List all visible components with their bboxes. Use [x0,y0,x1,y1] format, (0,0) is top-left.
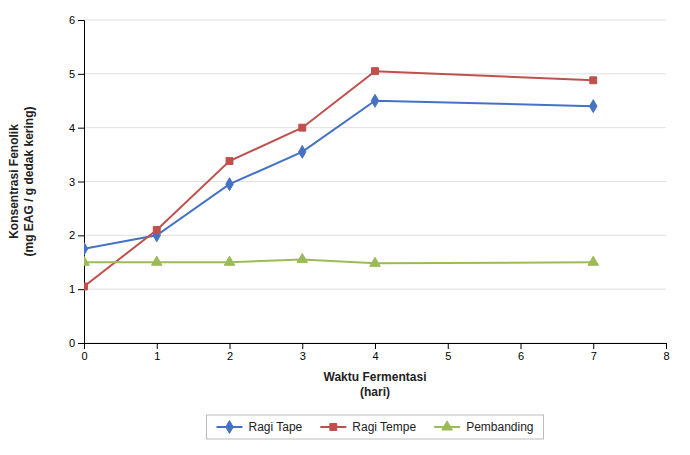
tick-label: 1 [154,350,160,362]
tick: 3 [300,343,306,362]
series [84,68,597,290]
tick: 1 [69,283,84,295]
tick: 3 [69,176,84,188]
tick: 5 [445,343,451,362]
legend-label: Ragi Tape [248,420,302,434]
tick: 1 [154,343,160,362]
tick: 4 [372,343,378,362]
grid-line [84,127,666,128]
tick: 5 [69,68,84,80]
tick: 0 [69,337,84,349]
grid-line [84,235,666,236]
point [299,124,306,131]
tick-mark [78,289,84,290]
chart: 0 1 2 3 4 5 6 7 8 0 1 2 3 4 5 6 Waktu Fermentasi(hari) Ko… [0,0,690,455]
tick-mark [375,343,376,349]
tick-mark [78,235,84,236]
tick: 0 [81,343,87,362]
point [226,178,233,191]
tick-label: 4 [69,122,75,134]
tick: 4 [69,122,84,134]
tick: 6 [518,343,524,362]
tick-mark [78,182,84,183]
plot: 0 1 2 3 4 5 6 7 8 0 1 2 3 4 5 6 Waktu Fermentasi(hari) Ko… [7,14,670,399]
grid [84,20,666,343]
point [299,145,306,158]
tick-mark [521,343,522,349]
tick-label: 8 [663,350,669,362]
y-axis-title: Konsentrasi Fenolik(mg EAG / g dedak ker… [7,106,36,256]
line [84,71,593,286]
tick-mark [593,343,594,349]
point [153,226,160,233]
series [84,253,599,266]
tick: 6 [69,14,84,26]
tick-mark [666,343,667,349]
tick-mark [78,343,84,344]
tick-label: 6 [518,350,524,362]
tick-mark [78,74,84,75]
point [588,256,599,265]
tick-label: 5 [69,68,75,80]
x-axis-title: Waktu Fermentasi(hari) [324,370,427,399]
marks [84,68,599,290]
axis-line [85,344,667,350]
tick-label: 6 [69,14,75,26]
tick-label: 2 [69,229,75,241]
tick-label: 3 [69,176,75,188]
series [84,94,597,255]
legend-label: Ragi Tempe [352,420,416,434]
line [84,101,593,249]
y-axis: 0 1 2 3 4 5 6 [69,14,85,349]
tick-mark [230,343,231,349]
point [151,256,162,265]
point [226,158,233,165]
point [590,77,597,84]
legend-item: Ragi Tempe [320,420,416,434]
point [370,257,381,266]
x-axis: 0 1 2 3 4 5 6 7 8 [81,343,669,362]
legend-frame [206,415,543,439]
tick-mark [157,343,158,349]
legend: Ragi Tape Ragi Tempe Pembanding [206,415,543,439]
legend-marker [226,421,233,434]
tick: 8 [663,343,669,362]
point [372,68,379,75]
tick: 2 [227,343,233,362]
point [371,94,378,107]
tick-mark [448,343,449,349]
tick: 2 [69,229,84,241]
tick-label: 3 [300,350,306,362]
point [590,100,597,113]
tick-label: 0 [81,350,87,362]
grid-line [84,289,666,290]
tick-label: 2 [227,350,233,362]
legend-item: Ragi Tape [216,420,302,434]
legend-marker [442,421,453,430]
point [84,242,88,255]
tick-mark [78,128,84,129]
tick-label: 4 [372,350,378,362]
legend-marker [330,424,337,431]
grid-line [84,181,666,182]
legend-label: Pembanding [466,420,533,434]
point [84,256,89,265]
point [224,256,235,265]
point [297,253,308,262]
point [84,283,87,290]
tick-mark [78,20,84,21]
tick-label: 5 [445,350,451,362]
legend-item: Pembanding [434,420,533,434]
tick-label: 7 [591,350,597,362]
tick: 7 [591,343,597,362]
grid-line [84,20,666,21]
tick-label: 1 [69,283,75,295]
tick-mark [302,343,303,349]
axis-line [78,21,85,344]
tick-label: 0 [69,337,75,349]
